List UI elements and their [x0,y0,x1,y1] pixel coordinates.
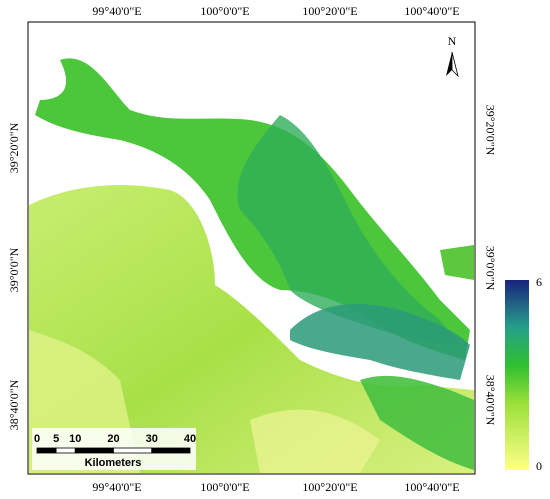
top-coordinate-label: 100°20'0"E [302,4,357,18]
legend-max-label: 6 [536,275,542,289]
scale-unit: Kilometers [85,457,142,469]
scale-tick-label: 10 [69,433,81,445]
left-coordinate-label: 39°0'0"N [7,247,21,292]
map-area [27,21,476,475]
top-coordinate-label: 99°40'0"E [92,4,141,18]
top-coordinate-label: 100°40'0"E [404,4,459,18]
bottom-coordinate-label: 99°40'0"E [92,480,141,494]
north-label: N [448,34,457,48]
bottom-coordinate-label: 100°20'0"E [302,480,357,494]
colorbar: 6 0 [505,275,542,473]
scale-tick-label: 5 [53,433,59,445]
scale-tick-label: 40 [184,433,196,445]
colorbar-ramp [505,280,529,470]
scale-segment [113,447,153,454]
bottom-coordinate-label: 100°40'0"E [404,480,459,494]
right-coordinate-label: 39°0'0"N [483,246,497,291]
left-coordinate-label: 39°20'0"N [7,122,21,173]
top-coordinate-label: 100°0'0"E [200,4,249,18]
scale-tick-label: 0 [34,433,40,445]
scale-tick-label: 20 [107,433,119,445]
scale-tick-label: 30 [146,433,158,445]
right-coordinate-label: 39°20'0"N [483,105,497,156]
left-coordinate-label: 38°40'0"N [7,379,21,430]
scale-segment [151,447,191,454]
scale-segment [36,447,57,454]
right-coordinate-label: 38°40'0"N [483,375,497,426]
scale-segment [55,447,76,454]
north-arrow: N [446,34,459,78]
scale-segment [74,447,114,454]
bottom-coordinate-label: 100°0'0"E [200,480,249,494]
legend-min-label: 0 [536,459,542,473]
scale-bar: Kilometers 0 5 10 20 30 40 [32,428,196,470]
